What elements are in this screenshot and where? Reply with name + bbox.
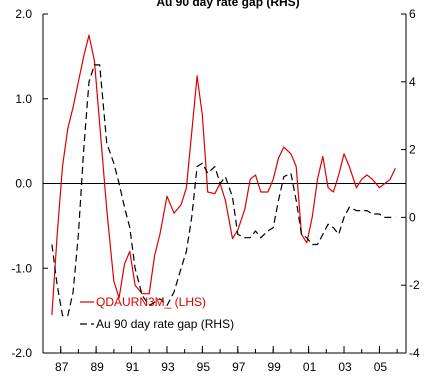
y-right-tick-label: 4: [409, 75, 416, 89]
series-line-rhs: [51, 64, 396, 317]
x-tick-label: 97: [232, 360, 246, 374]
legend: QDAURN3M_ (LHS) Au 90 day rate gap (RHS): [80, 295, 234, 331]
x-tick-label: 03: [338, 360, 352, 374]
y-left-tick-label: 1.0: [15, 92, 32, 106]
legend-label: QDAURN3M_ (LHS): [96, 295, 206, 309]
x-tick-label: 05: [374, 360, 388, 374]
x-tick-label: 89: [90, 360, 104, 374]
chart-title: Au 90 day rate gap (RHS): [156, 0, 299, 9]
legend-label: Au 90 day rate gap (RHS): [96, 317, 234, 331]
plot-area: -2.0 -1.0 0.0 1.0 2.0 -4 -2 0 2 4 6 87 89 91 93 95 97 99 0…: [11, 7, 420, 374]
y-right-tick-label: 0: [409, 210, 416, 224]
y-left-tick-label: 0.0: [15, 177, 32, 191]
x-tick-label: 93: [161, 360, 175, 374]
x-tick-label: 87: [55, 360, 69, 374]
y-left-tick-label: 2.0: [15, 7, 32, 21]
y-left-tick-label: -2.0: [11, 346, 32, 360]
y-right-tick-label: -4: [409, 346, 420, 360]
x-tick-label: 95: [197, 360, 211, 374]
y-left-tick-label: -1.0: [11, 261, 32, 275]
x-tick-label: 91: [126, 360, 140, 374]
y-right-tick-label: -2: [409, 278, 420, 292]
y-right-tick-label: 2: [409, 143, 416, 157]
x-tick-label: 01: [303, 360, 317, 374]
y-right-tick-label: 6: [409, 7, 416, 21]
x-tick-label: 99: [268, 360, 282, 374]
series-line-lhs: [51, 34, 396, 315]
